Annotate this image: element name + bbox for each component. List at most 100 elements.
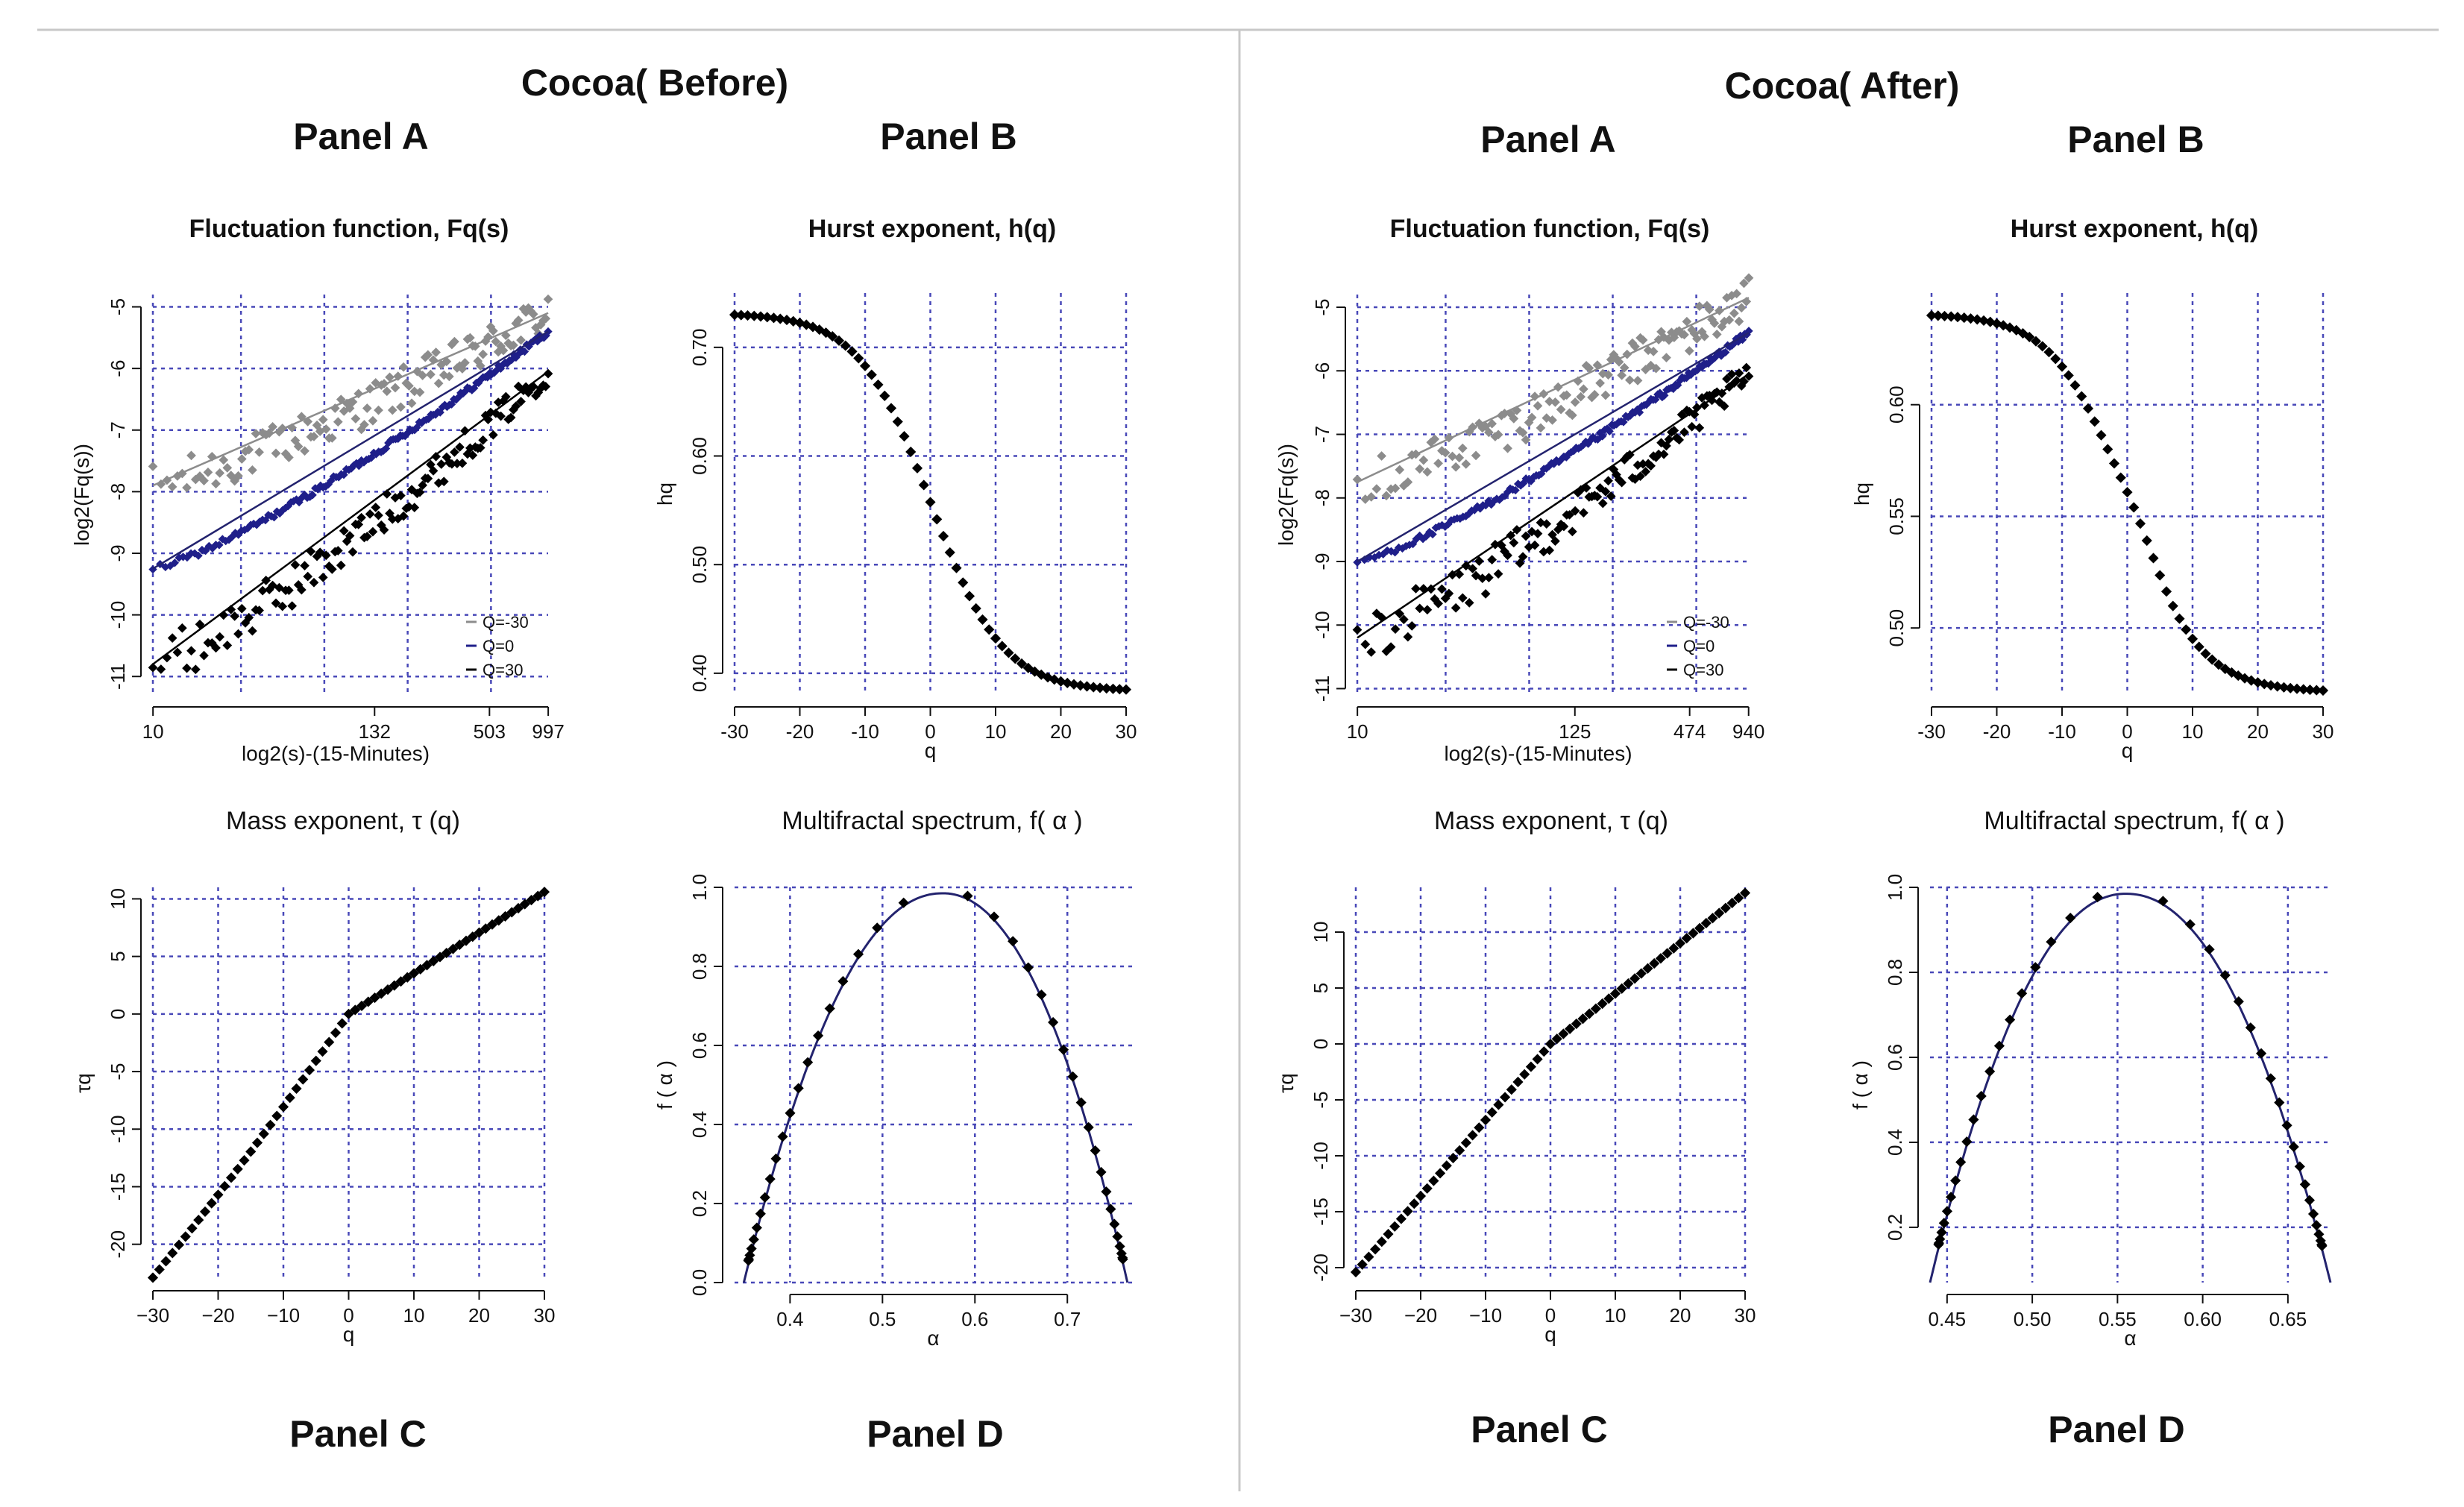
after-A-series-0-pt-111 [1700, 331, 1709, 342]
after-A-y-tick-label-5: -10 [1311, 611, 1333, 639]
after-D-pt-5 [1941, 1206, 1953, 1217]
before-D-pt-26 [1057, 1044, 1069, 1055]
after-A-series-0-pt-53 [1544, 397, 1555, 406]
before-B-y-tick-label-2: 0.50 [688, 546, 711, 584]
after-D-y-tick-label-1: 0.8 [1884, 959, 1906, 986]
before-C-pt-40 [408, 968, 420, 979]
after-A-series-0-pt-24 [1454, 453, 1465, 463]
after-C-x-tick-label-1: −20 [1404, 1304, 1437, 1327]
before-B-pt-31 [931, 514, 943, 525]
before-B-pt-30 [925, 497, 936, 508]
before-A-series-0-pt-69 [387, 405, 397, 415]
before-B-pt-32 [937, 530, 949, 542]
after-D-pt-18 [2065, 912, 2076, 924]
after-B-pt-39 [2181, 624, 2192, 635]
after-D-pt-7 [1950, 1175, 1961, 1186]
before-C-pt-47 [454, 940, 465, 951]
after-A-series-0-pt-91 [1648, 347, 1659, 356]
before-D-pt-6 [755, 1208, 766, 1219]
before-A-x-label: log2(s)-(15-Minutes) [242, 742, 430, 765]
after-C-y-tick-label-3: -5 [1310, 1091, 1332, 1108]
before-C-pt-12 [225, 1172, 237, 1183]
before-C-pt-42 [421, 960, 433, 971]
after-D-plot-area [1930, 887, 2331, 1283]
panel-label-before-d: Panel D [867, 1413, 1003, 1455]
before-B-pt-18 [846, 346, 858, 357]
before-B-x-tick-label-3: 0 [925, 720, 935, 743]
before-B-pt-54 [1081, 681, 1093, 692]
after-A-series-0-pt-104 [1682, 316, 1692, 327]
after-C-pt-0 [1350, 1266, 1362, 1278]
before-A-series-2-pt-10 [199, 650, 209, 661]
after-C-y-tick-label-5: -15 [1310, 1198, 1332, 1226]
after-A-series-0-pt-67 [1584, 363, 1594, 373]
after-A-series-2-pt-23 [1451, 603, 1461, 613]
after-B-x-label: q [2122, 739, 2134, 762]
after-A-series-0-pt-80 [1619, 362, 1629, 373]
after-C-x-tick-label-2: −10 [1469, 1304, 1502, 1327]
before-A-series-0-pt-7 [186, 450, 196, 461]
after-C-pt-4 [1376, 1236, 1387, 1248]
before-C-pt-48 [460, 935, 472, 946]
after-C-pt-13 [1435, 1168, 1446, 1179]
before-D-y-tick-label-3: 0.4 [688, 1111, 711, 1138]
panel-label-after-d: Panel D [2048, 1409, 2184, 1450]
before-D-pt-28 [1075, 1097, 1087, 1108]
after-C-x-label: q [1544, 1323, 1556, 1346]
before-B-y-tick-label-0: 0.70 [688, 329, 711, 367]
before-C-y-label: τq [72, 1073, 95, 1093]
before-A-series-2-pt-103 [478, 435, 488, 445]
after-B-pt-25 [2089, 416, 2100, 427]
before-B-pt-23 [879, 390, 890, 401]
after-A-series-0-pt-84 [1630, 342, 1640, 352]
before-A-series-0-pt-0 [148, 462, 158, 471]
after-A-series-2-pt-103 [1679, 427, 1689, 438]
before-A-series-0-pt-56 [351, 414, 361, 424]
after-A-series-2-pt-128 [1741, 362, 1752, 373]
after-D-pt-32 [2299, 1179, 2310, 1190]
before-D-y-label: f ( α ) [653, 1060, 676, 1110]
after-A-series-1-pt-99 [1635, 408, 1644, 417]
after-A-series-2-pt-87 [1638, 459, 1648, 469]
before-A-series-2-pt-3 [167, 633, 177, 643]
before-A-series-0-pt-11 [203, 468, 213, 477]
before-C-pt-38 [395, 976, 406, 987]
after-A-series-1-pt-138 [1721, 347, 1730, 357]
before-C-x-tick-label-6: 30 [534, 1304, 556, 1327]
before-C-pt-54 [500, 910, 511, 922]
before-A-series-1-pt-16 [215, 541, 224, 550]
after-B-pt-30 [2122, 487, 2133, 498]
after-A-series-2-pt-2 [1366, 647, 1377, 657]
after-B-pt-26 [2096, 430, 2107, 441]
after-A-series-0-pt-129 [1744, 273, 1754, 283]
before-C-pt-5 [180, 1231, 191, 1242]
after-C-pt-29 [1539, 1046, 1550, 1057]
after-C-y-label: τq [1275, 1073, 1298, 1093]
before-C-pt-21 [284, 1092, 295, 1104]
after-C-x-tick-label-5: 20 [1670, 1304, 1691, 1327]
after-C-pt-27 [1525, 1061, 1536, 1072]
before-C-pt-28 [330, 1027, 342, 1039]
before-A-series-0-pt-50 [333, 417, 343, 427]
before-B-pt-41 [996, 641, 1008, 652]
after-C-pt-9 [1409, 1198, 1420, 1209]
after-A-series-2-pt-101 [1674, 435, 1685, 445]
before-C-pt-22 [291, 1083, 302, 1094]
before-C-pt-29 [336, 1018, 348, 1029]
before-B-pt-21 [866, 369, 877, 380]
before-C-pt-20 [277, 1101, 289, 1113]
before-C-pt-18 [265, 1119, 276, 1130]
after-A-series-2-pt-55 [1550, 536, 1560, 547]
after-A-y-tick-label-4: -9 [1311, 553, 1333, 570]
before-C-pt-25 [310, 1055, 321, 1066]
before-A-y-tick-label-6: -11 [107, 663, 129, 690]
before-C-pt-31 [350, 1004, 361, 1016]
before-A-series-0-pt-76 [406, 398, 417, 409]
chart-before-B: -30 -20 -10 0 10 20 30 0.70 0.60 0.50 0.40 q hq [653, 293, 1137, 762]
before-C-pt-30 [343, 1008, 354, 1019]
after-A-series-0-pt-74 [1603, 370, 1613, 380]
before-B-pt-2 [742, 310, 753, 321]
after-A-series-2-pt-10 [1403, 632, 1413, 642]
after-D-pt-9 [1961, 1136, 1973, 1148]
